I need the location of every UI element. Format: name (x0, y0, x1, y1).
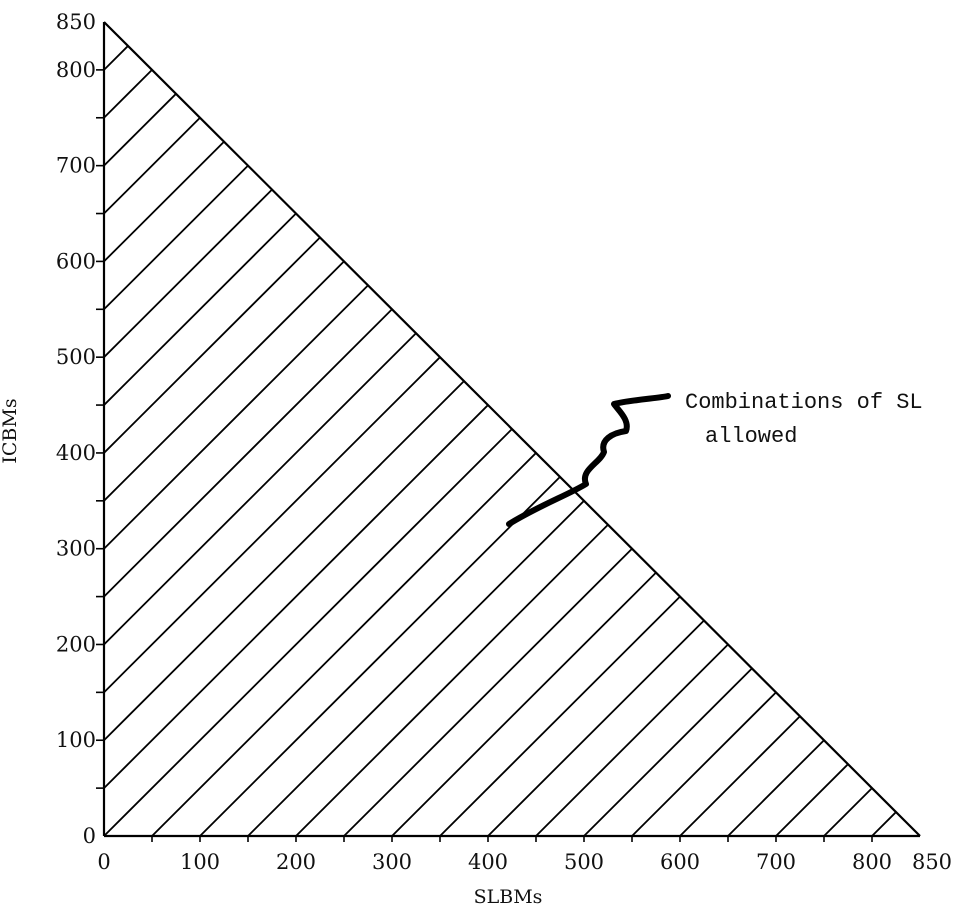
x-tick-labels: 0 100 200 300 400 500 600 700 800 850 (97, 850, 952, 874)
x-tick-label: 700 (756, 850, 796, 874)
hatch-line (487, 619, 705, 837)
y-tick-label: 100 (56, 728, 96, 752)
y-tick-label: 800 (56, 58, 96, 82)
annotation: Combinations of SL allowed (506, 390, 923, 527)
x-tick-label: 200 (276, 850, 316, 874)
y-tick-label: 700 (56, 154, 96, 178)
hatch-line (103, 117, 201, 215)
y-tick-label: 500 (56, 345, 96, 369)
hatch-line (103, 69, 153, 119)
hatch-line (439, 595, 681, 837)
y-tick-label: 850 (56, 10, 96, 34)
annotation-line-2: allowed (705, 424, 797, 449)
y-tick-label: 300 (56, 537, 96, 561)
annotation-arrow (506, 393, 671, 527)
hatch-line (103, 308, 393, 598)
hatch-line (103, 141, 225, 263)
hatch-line (343, 548, 633, 837)
hatch-line (103, 284, 369, 550)
hatch-line (103, 428, 513, 837)
x-tick-label: 600 (660, 850, 700, 874)
y-tick-label: 200 (56, 632, 96, 656)
hatch-line (103, 188, 273, 358)
x-tick-label: 500 (564, 850, 604, 874)
y-tick-label: 600 (56, 249, 96, 273)
y-tick-label: 0 (83, 824, 96, 848)
y-tick-label: 400 (56, 441, 96, 465)
hatch-line (103, 404, 489, 789)
hatch-line (103, 380, 465, 741)
hatch-line (679, 715, 801, 837)
x-axis-title: SLBMs (474, 886, 543, 908)
hatch-line (775, 763, 849, 837)
hatch-line (103, 93, 177, 167)
hatch-line (391, 572, 657, 837)
hatch-line (103, 165, 249, 310)
x-tick-label: 100 (180, 850, 220, 874)
y-tick-labels: 0 100 200 300 400 500 600 700 800 850 (56, 10, 96, 848)
x-tick-label: 800 (852, 850, 892, 874)
x-tick-label: 0 (97, 850, 110, 874)
hatch-line (631, 691, 777, 837)
hatch-line (727, 739, 825, 837)
hatch-line (151, 452, 537, 837)
hatch-line (871, 811, 897, 837)
hatch-line (103, 212, 297, 406)
hatch-line (103, 332, 417, 646)
x-tick-label: 400 (468, 850, 508, 874)
hatch-lines (103, 45, 897, 837)
hatch-line (103, 236, 321, 454)
hatch-line (103, 45, 129, 71)
hatch-line (103, 356, 441, 693)
boundary-line (103, 21, 921, 837)
hatch-line (103, 260, 345, 502)
axes (96, 21, 921, 842)
hatch-line (823, 787, 873, 837)
hatch-line (295, 524, 609, 837)
hatch-line (247, 500, 585, 837)
x-tick-label: 300 (372, 850, 412, 874)
hatch-line (535, 643, 729, 837)
y-axis-title: ICBMs (0, 398, 21, 463)
hatch-line (199, 476, 561, 837)
x-tick-label: 850 (912, 850, 952, 874)
hatch-line (583, 667, 753, 837)
annotation-line-1: Combinations of SL (685, 390, 923, 415)
